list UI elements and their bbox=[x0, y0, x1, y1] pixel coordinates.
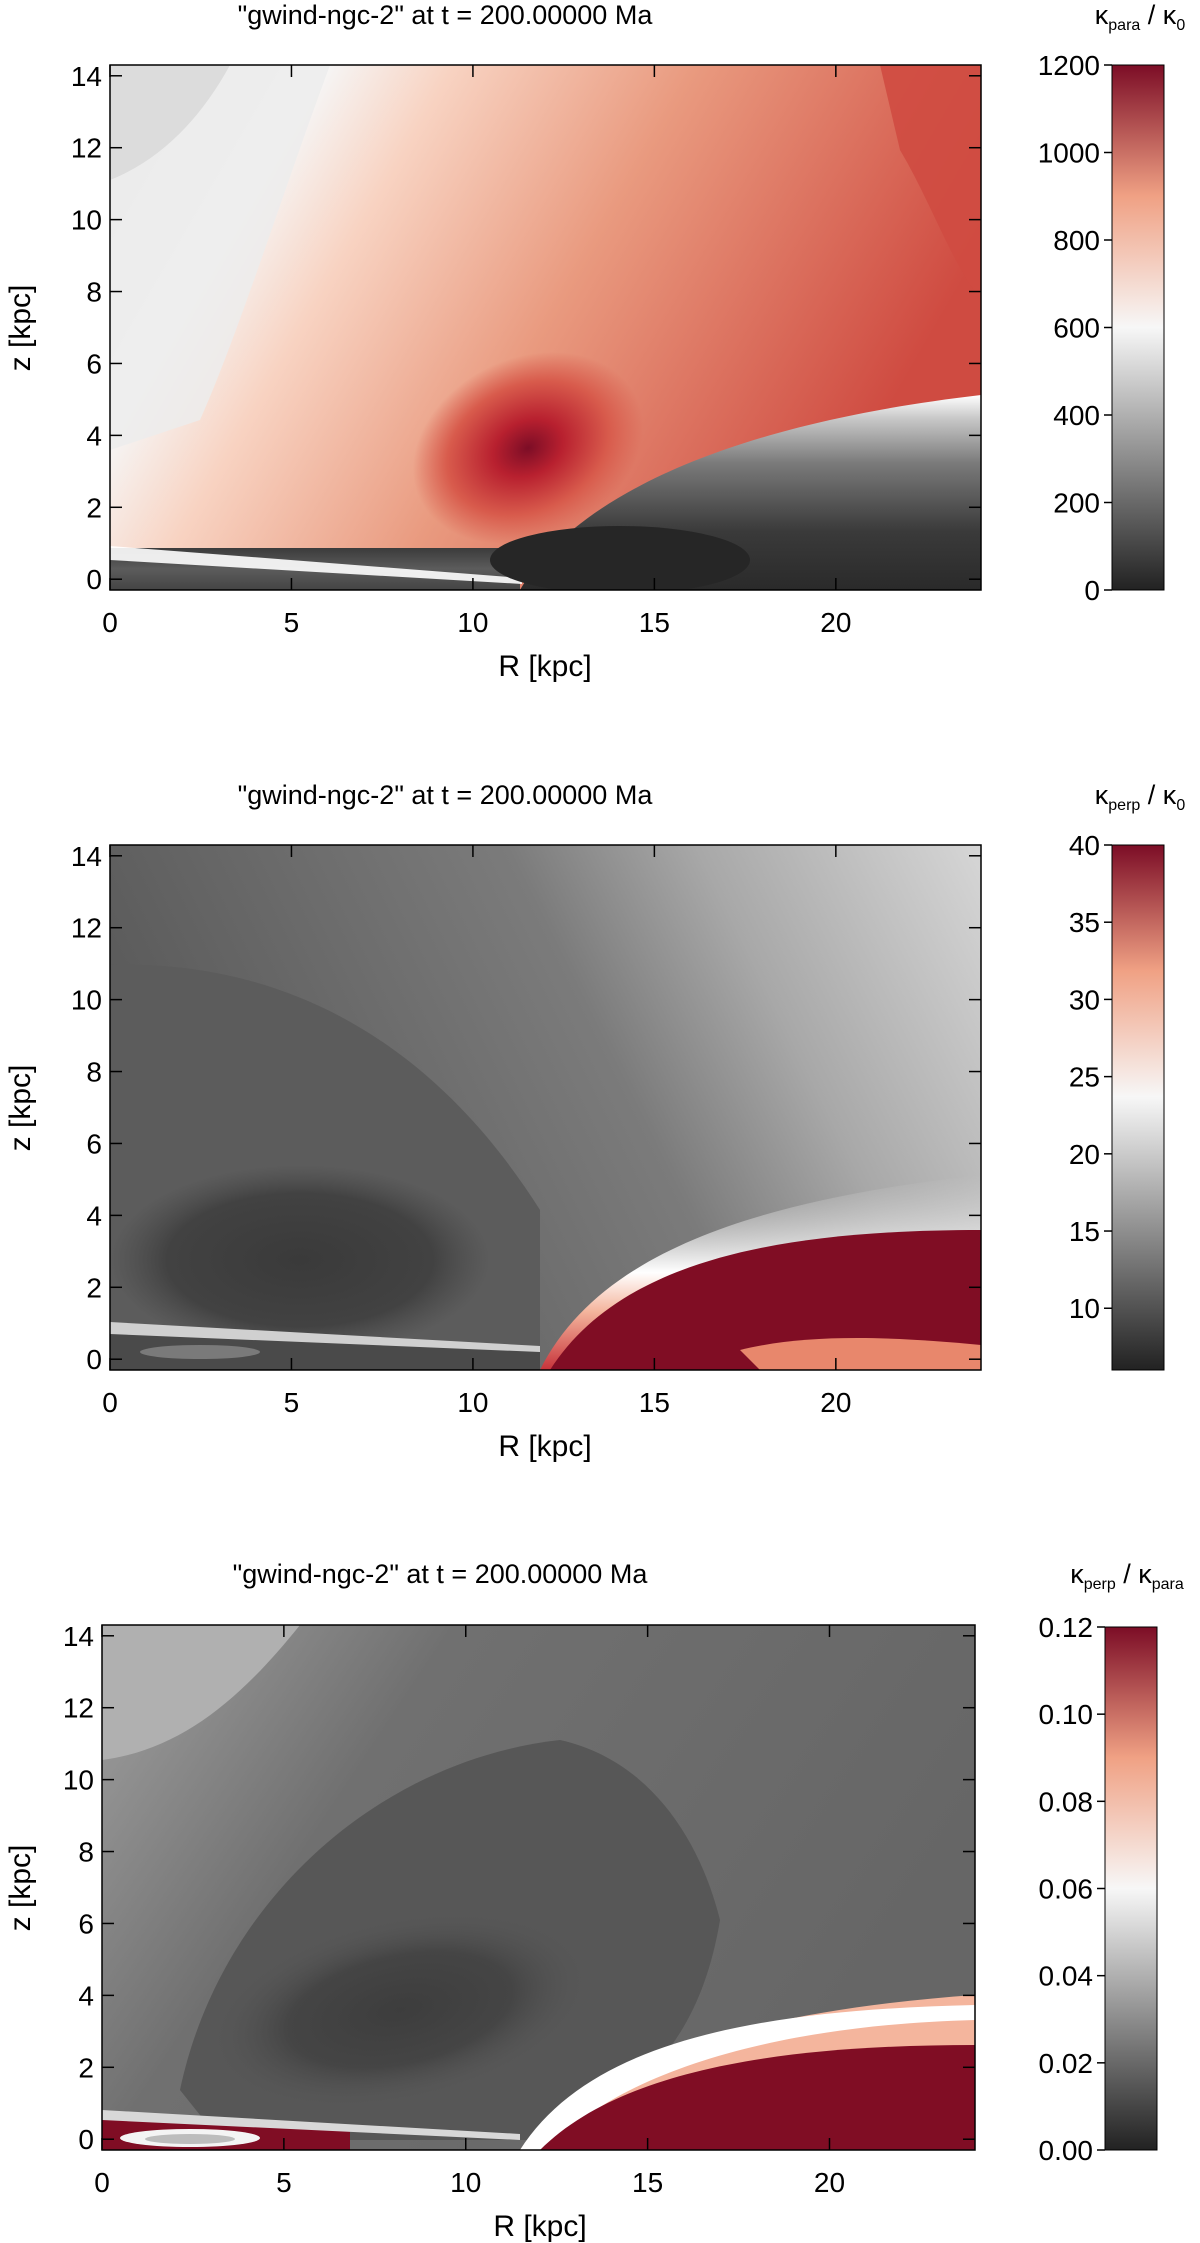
y-tick-label: 4 bbox=[86, 420, 102, 451]
panel-1-colorbar-bar bbox=[1111, 64, 1165, 591]
panel-2-title: "gwind-ngc-2" at t = 200.00000 Ma bbox=[238, 780, 654, 810]
panel-3-title: "gwind-ngc-2" at t = 200.00000 Ma bbox=[233, 1559, 649, 1589]
panel-3-colorbar-bar bbox=[1104, 1626, 1158, 2151]
y-tick-label: 14 bbox=[63, 1621, 94, 1652]
x-tick-label: 15 bbox=[639, 607, 670, 638]
colorbar-tick-label: 15 bbox=[1069, 1216, 1100, 1247]
colorbar-tick-label: 0.04 bbox=[1039, 1961, 1094, 1992]
x-tick-label: 20 bbox=[820, 607, 851, 638]
y-tick-label: 12 bbox=[63, 1693, 94, 1724]
y-tick-label: 6 bbox=[78, 1908, 94, 1939]
panel-2-axes: 0 5 10 15 20 0 2 4 6 8 10 12 14 bbox=[71, 841, 981, 1418]
x-tick-label: 0 bbox=[102, 1387, 118, 1418]
panel-3-saturated-region bbox=[540, 2045, 975, 2150]
y-tick-label: 6 bbox=[86, 1128, 102, 1159]
panel-1: "gwind-ngc-2" at t = 200.00000 Ma 0 5 10 15… bbox=[4, 0, 1185, 683]
x-tick-label: 5 bbox=[276, 2167, 292, 2198]
x-tick-label: 15 bbox=[639, 1387, 670, 1418]
x-tick-label: 0 bbox=[94, 2167, 110, 2198]
y-tick-label: 2 bbox=[86, 492, 102, 523]
panel-3-ylabel: z [kpc] bbox=[4, 1845, 37, 1932]
y-tick-label: 4 bbox=[86, 1200, 102, 1231]
panel-3-heatmap bbox=[102, 1625, 975, 2150]
y-tick-label: 8 bbox=[86, 277, 102, 308]
colorbar-tick-label: 200 bbox=[1053, 488, 1100, 519]
panel-2-colorbar-bar bbox=[1111, 844, 1165, 1371]
panel-2-xlabel: R [kpc] bbox=[498, 1430, 591, 1463]
colorbar-tick-label: 1000 bbox=[1038, 138, 1100, 169]
panel-1-colorbar: κpara / κ0 0 200 400 600 800 1000 1200 bbox=[1038, 0, 1186, 606]
x-tick-label: 0 bbox=[102, 607, 118, 638]
y-tick-label: 10 bbox=[71, 985, 102, 1016]
panel-1-heatmap bbox=[110, 65, 981, 590]
y-tick-label: 2 bbox=[86, 1272, 102, 1303]
colorbar-tick-label: 0.08 bbox=[1039, 1786, 1094, 1817]
panel-2-low-core bbox=[110, 1165, 490, 1355]
colorbar-tick-label: 1200 bbox=[1038, 50, 1100, 81]
panel-1-title: "gwind-ngc-2" at t = 200.00000 Ma bbox=[238, 0, 654, 30]
colorbar-tick-label: 0.10 bbox=[1039, 1699, 1094, 1730]
panel-2-colorbar: κperp / κ0 10 15 20 25 30 35 40 bbox=[1069, 780, 1186, 1371]
x-tick-label: 10 bbox=[457, 607, 488, 638]
panel-2-heatmap bbox=[110, 845, 981, 1370]
y-tick-label: 12 bbox=[71, 133, 102, 164]
y-tick-label: 4 bbox=[78, 1980, 94, 2011]
colorbar-tick-label: 10 bbox=[1069, 1293, 1100, 1324]
y-tick-label: 10 bbox=[63, 1765, 94, 1796]
x-tick-label: 5 bbox=[284, 607, 300, 638]
y-tick-label: 10 bbox=[71, 205, 102, 236]
colorbar-tick-label: 0.02 bbox=[1039, 2048, 1094, 2079]
panel-3-colorbar-label: κperp / κpara bbox=[1070, 1559, 1184, 1593]
colorbar-tick-label: 40 bbox=[1069, 830, 1100, 861]
panel-1-xlabel: R [kpc] bbox=[498, 650, 591, 683]
x-tick-label: 10 bbox=[457, 1387, 488, 1418]
panel-2-saturated-region bbox=[550, 1230, 981, 1370]
y-tick-label: 2 bbox=[78, 2052, 94, 2083]
panel-1-ylabel: z [kpc] bbox=[4, 285, 37, 372]
panel-3-xlabel: R [kpc] bbox=[493, 2210, 586, 2243]
x-tick-label: 20 bbox=[814, 2167, 845, 2198]
y-tick-label: 0 bbox=[86, 1344, 102, 1375]
y-tick-label: 14 bbox=[71, 841, 102, 872]
panel-1-peak bbox=[412, 351, 644, 545]
colorbar-tick-label: 800 bbox=[1053, 225, 1100, 256]
panel-3-low-core bbox=[213, 1913, 587, 2107]
colorbar-tick-label: 20 bbox=[1069, 1139, 1100, 1170]
colorbar-tick-label: 400 bbox=[1053, 400, 1100, 431]
panel-3-axes: 0 5 10 15 20 0 2 4 6 8 10 12 14 bbox=[63, 1621, 975, 2198]
x-tick-label: 20 bbox=[820, 1387, 851, 1418]
panel-2-ylabel: z [kpc] bbox=[4, 1065, 37, 1152]
x-tick-label: 15 bbox=[632, 2167, 663, 2198]
y-tick-label: 0 bbox=[86, 564, 102, 595]
x-tick-label: 10 bbox=[450, 2167, 481, 2198]
colorbar-tick-label: 35 bbox=[1069, 907, 1100, 938]
panel-1-axes: 0 5 10 15 20 0 2 4 6 8 10 12 14 bbox=[71, 61, 981, 638]
y-tick-label: 14 bbox=[71, 61, 102, 92]
colorbar-tick-label: 600 bbox=[1053, 313, 1100, 344]
y-tick-label: 12 bbox=[71, 913, 102, 944]
x-tick-label: 5 bbox=[284, 1387, 300, 1418]
colorbar-tick-label: 25 bbox=[1069, 1062, 1100, 1093]
panel-2-colorbar-label: κperp / κ0 bbox=[1095, 780, 1186, 814]
y-tick-label: 8 bbox=[78, 1837, 94, 1868]
panel-2: "gwind-ngc-2" at t = 200.00000 Ma 0 5 10 15… bbox=[4, 780, 1185, 1463]
y-tick-label: 8 bbox=[86, 1057, 102, 1088]
colorbar-tick-label: 0.00 bbox=[1039, 2135, 1094, 2166]
y-tick-label: 0 bbox=[78, 2124, 94, 2155]
y-tick-label: 6 bbox=[86, 348, 102, 379]
panel-3: "gwind-ngc-2" at t = 200.00000 Ma 0 5 10 15… bbox=[4, 1559, 1184, 2243]
colorbar-tick-label: 30 bbox=[1069, 984, 1100, 1015]
colorbar-tick-label: 0.06 bbox=[1039, 1874, 1094, 1905]
panel-1-colorbar-label: κpara / κ0 bbox=[1095, 0, 1186, 34]
panel-3-colorbar: κperp / κpara 0.00 0.02 0.04 0.06 0.08 0.10 0.… bbox=[1039, 1559, 1184, 2166]
colorbar-tick-label: 0.12 bbox=[1039, 1612, 1094, 1643]
colorbar-tick-label: 0 bbox=[1084, 575, 1100, 606]
